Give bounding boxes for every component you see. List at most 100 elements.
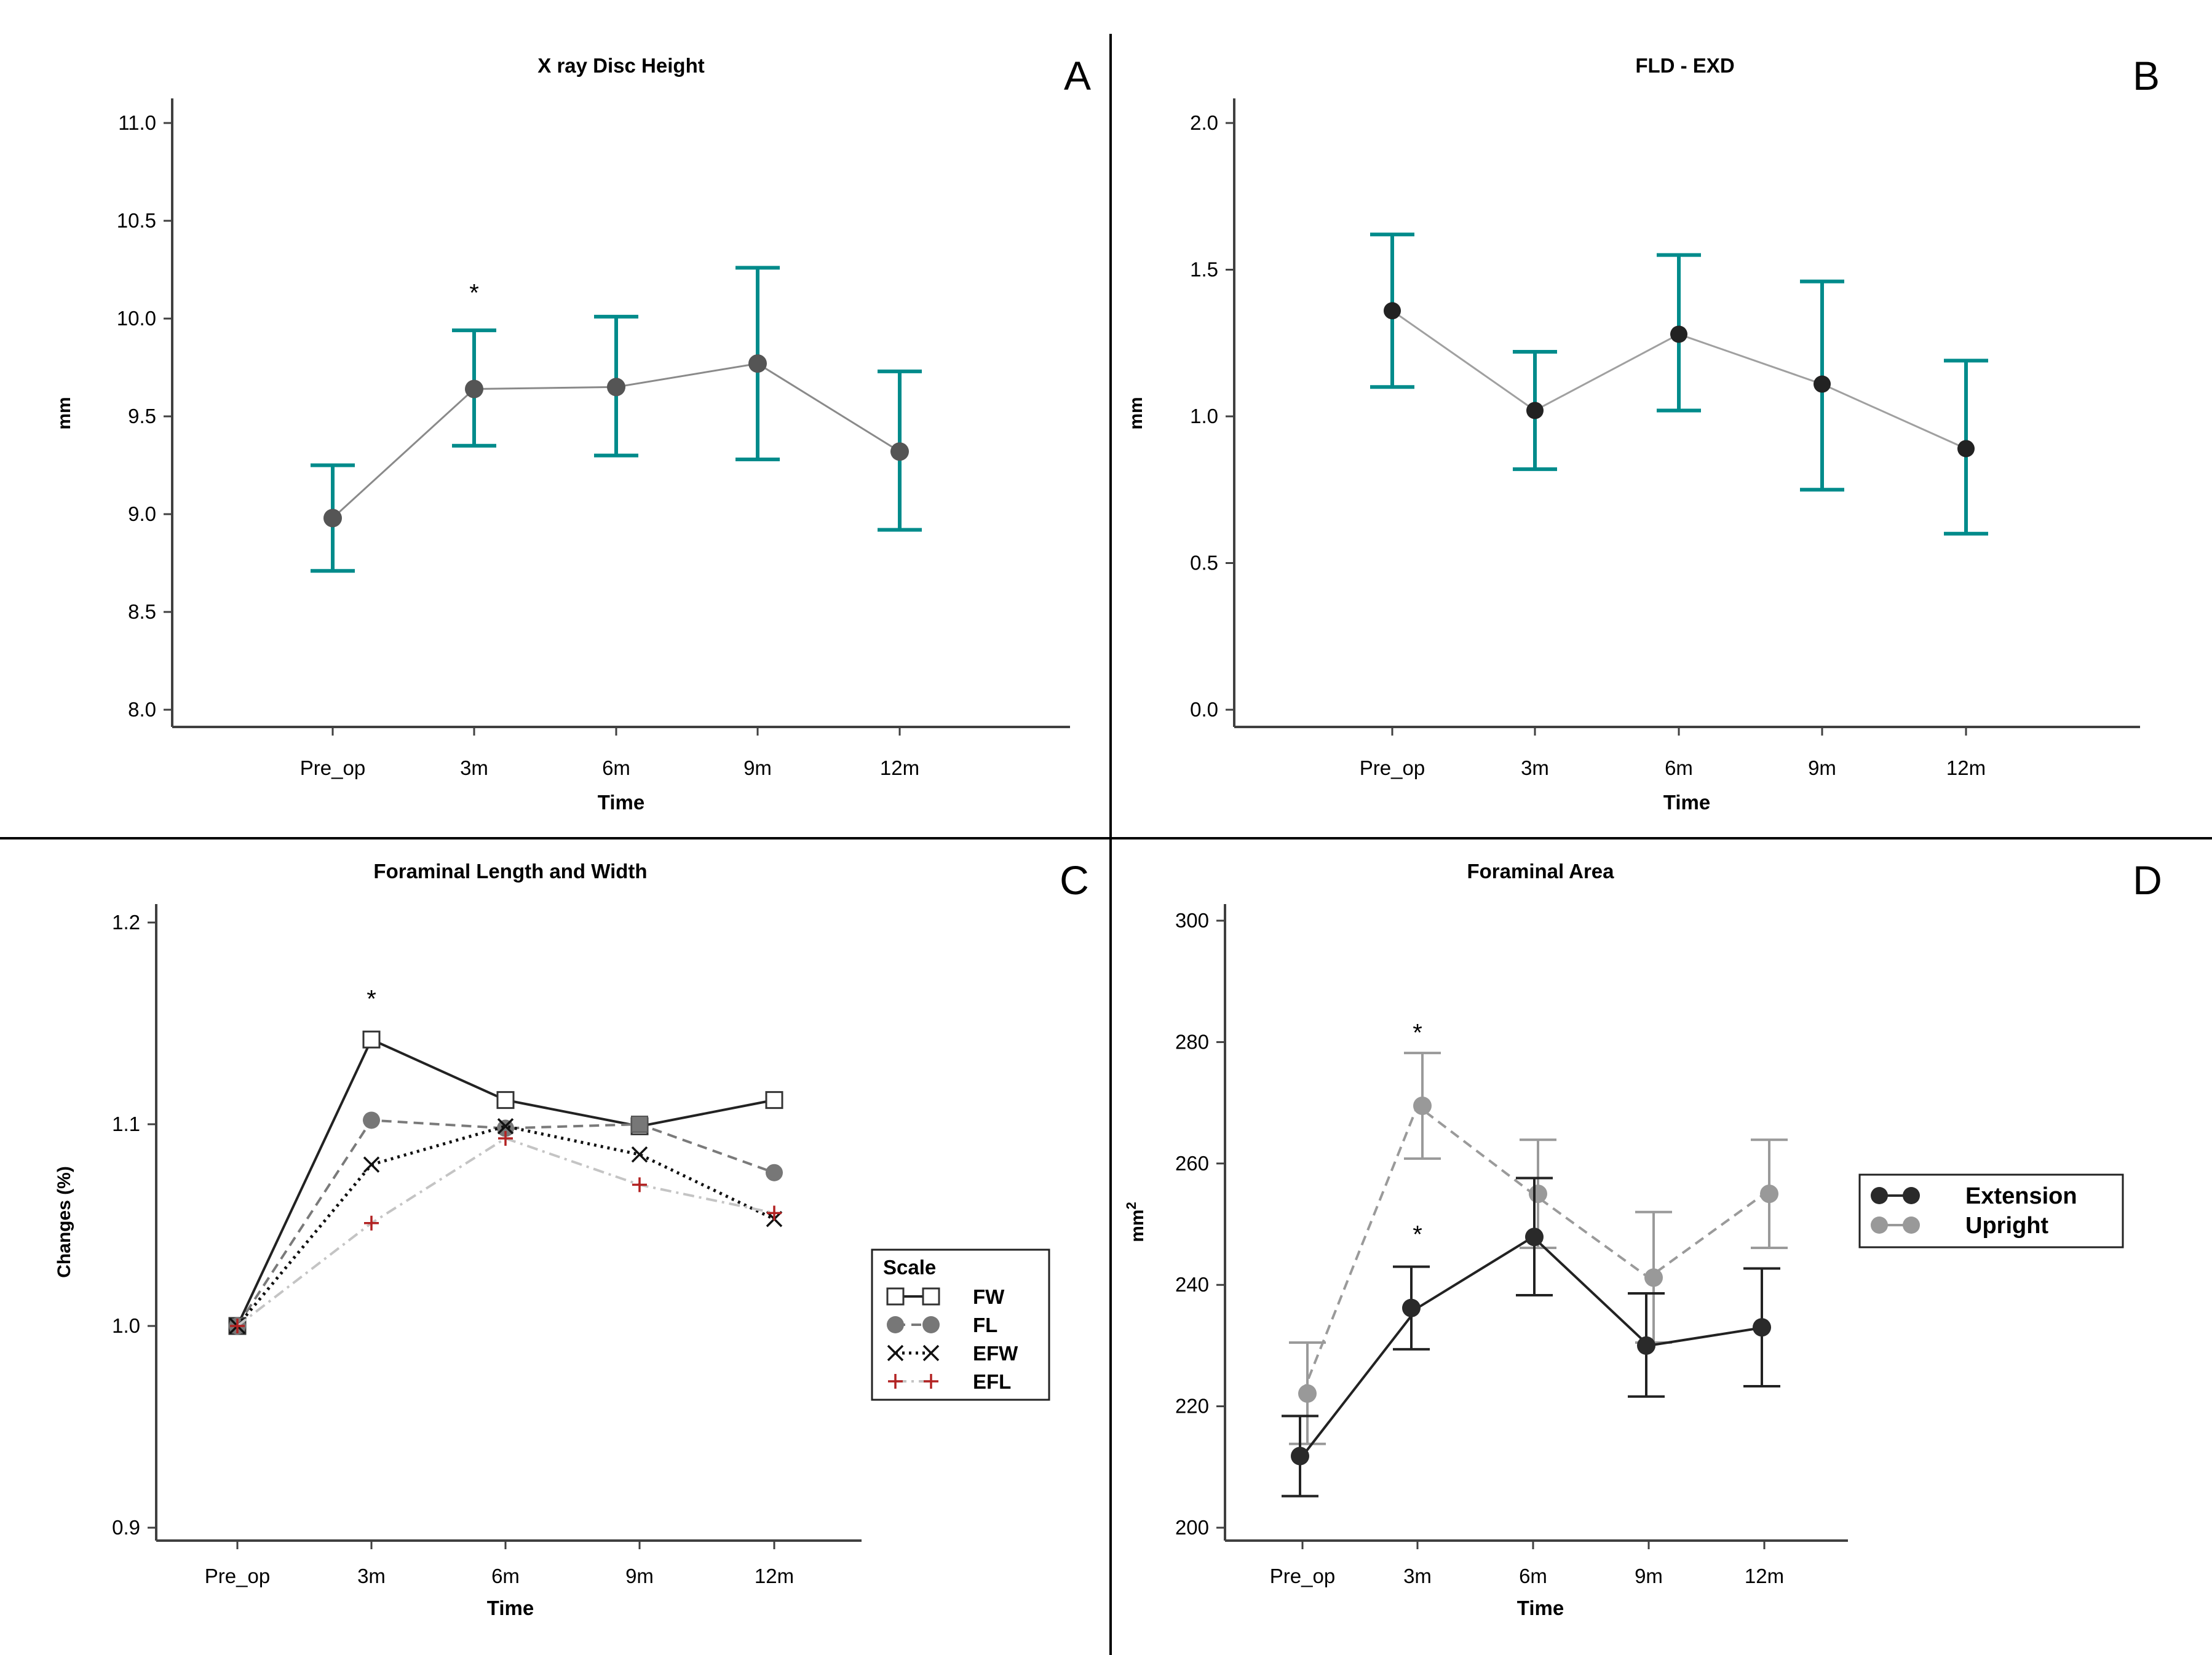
data-point-a (323, 509, 342, 528)
legend-d: Extension Upright (1858, 1173, 2124, 1248)
data-point-fw (362, 1030, 381, 1049)
data-point-b (1814, 375, 1831, 393)
data-point-efl (767, 1205, 782, 1221)
data-point-extension (1291, 1447, 1309, 1466)
series-fw (228, 1030, 783, 1335)
annotations-d: ** (1413, 1020, 1422, 1248)
series-line-fl (236, 1119, 775, 1327)
data-point-extension (1637, 1336, 1655, 1355)
axes-d: 200 220 240 260 280 300 Pre_op 3m 6m 9m 12m (1175, 904, 1848, 1587)
panel-d-xlabel: Time (1517, 1597, 1564, 1619)
panel-b-ylabel: mm (1126, 397, 1146, 429)
series-fld-exd (1370, 232, 1988, 536)
panel-c-title: Foraminal Length and Width (373, 860, 647, 883)
axes-b: 0.0 0.5 1.0 1.5 2.0 Pre_op 3m 6m 9m 12m (1190, 98, 2140, 779)
panel-d-ylabel: mm2 (1124, 1202, 1148, 1242)
legend-marker-efl (888, 1374, 903, 1389)
data-point-fw (765, 1091, 783, 1109)
y-tick-label-d: 260 (1175, 1152, 1209, 1175)
axes-c: 0.9 1.0 1.1 1.2 Pre_op 3m 6m 9m 12m (112, 904, 862, 1587)
data-point-upright (1644, 1268, 1663, 1287)
annotations-c: * (367, 985, 376, 1012)
panel-c-ylabel: Changes (%) (54, 1166, 74, 1278)
series-line-efw (236, 1124, 775, 1327)
data-point-a (890, 442, 909, 461)
data-point-a (748, 354, 767, 373)
significance-star: * (1413, 1020, 1422, 1047)
x-tick-label-a: 9m (743, 756, 772, 779)
y-tick-label-c: 1.1 (112, 1113, 140, 1135)
data-point-a (607, 378, 625, 397)
x-tick-label-c: 9m (625, 1565, 654, 1587)
x-tick-label-b: 12m (1946, 756, 1986, 779)
legend-label-efw: EFW (973, 1342, 1018, 1365)
y-tick-label-a: 9.5 (128, 405, 156, 427)
legend-marker-extension (1871, 1187, 1888, 1204)
legend-marker-extension (1903, 1187, 1920, 1204)
data-point-fl (363, 1111, 380, 1129)
y-tick-label-d: 200 (1175, 1516, 1209, 1539)
significance-star: * (367, 985, 376, 1012)
y-tick-label-d: 280 (1175, 1030, 1209, 1053)
y-tick-label-b: 1.5 (1190, 258, 1218, 281)
data-point-extension (1525, 1228, 1544, 1247)
legend-label-upright: Upright (1965, 1213, 2048, 1239)
data-point-extension (1753, 1318, 1771, 1337)
y-tick-label-b: 0.0 (1190, 698, 1218, 721)
significance-star: * (1413, 1221, 1422, 1248)
x-tick-label-d: 3m (1403, 1565, 1432, 1587)
y-tick-label-d: 300 (1175, 909, 1209, 932)
data-point-a (465, 379, 483, 399)
legend-marker-efw (922, 1344, 940, 1362)
legend-label-fw: FW (973, 1285, 1005, 1308)
legend-marker-fl (887, 1316, 904, 1333)
x-tick-label-a: 12m (880, 756, 919, 779)
legend-box-d (1858, 1173, 2124, 1248)
legend-marker-upright (1903, 1216, 1920, 1234)
series-line-efl (236, 1137, 775, 1327)
x-tick-label-d: Pre_op (1270, 1565, 1335, 1587)
legend-marker-upright (1871, 1216, 1888, 1234)
x-tick-label-c: 3m (357, 1565, 386, 1587)
legend-marker-fw (886, 1287, 905, 1306)
data-point-efw (363, 1156, 380, 1173)
panel-c-xlabel: Time (487, 1597, 534, 1619)
x-tick-label-a: 6m (602, 756, 630, 779)
series-efw (229, 1118, 783, 1335)
panel-c: Foraminal Length and Width C Time Change… (54, 857, 1089, 1619)
data-point-upright (1298, 1384, 1317, 1403)
x-tick-label-b: 9m (1808, 756, 1836, 779)
y-tick-label-c: 1.0 (112, 1314, 140, 1337)
panel-b-xlabel: Time (1663, 791, 1710, 814)
data-point-b (1670, 325, 1687, 343)
x-tick-label-d: 6m (1519, 1565, 1547, 1587)
axes-a: 8.0 8.5 9.0 9.5 10.0 10.5 11.0 Pre_op 3m 6m 9m 12m (117, 98, 1070, 779)
y-tick-label-a: 8.0 (128, 698, 156, 721)
y-tick-label-d: 240 (1175, 1273, 1209, 1296)
data-point-fl (766, 1164, 783, 1181)
y-tick-label-d: 220 (1175, 1395, 1209, 1418)
data-point-fw (496, 1091, 515, 1109)
y-tick-label-a: 10.0 (117, 307, 156, 330)
y-tick-label-b: 1.0 (1190, 405, 1218, 427)
panel-a: X ray Disc Height A Time mm (54, 53, 1091, 814)
data-point-efw (497, 1118, 514, 1135)
series-upright (1289, 1052, 1788, 1445)
data-point-b (1957, 440, 1975, 458)
legend-marker-efl (924, 1374, 938, 1389)
x-tick-label-c: 6m (491, 1565, 520, 1587)
legend-title-c: Scale (883, 1256, 936, 1279)
panel-a-ylabel: mm (54, 397, 74, 429)
x-tick-label-c: Pre_op (205, 1565, 270, 1587)
y-tick-label-a: 8.5 (128, 600, 156, 623)
x-tick-label-b: 3m (1521, 756, 1549, 779)
panel-a-title: X ray Disc Height (537, 54, 704, 77)
data-point-efl (230, 1319, 245, 1333)
x-tick-label-a: 3m (460, 756, 488, 779)
x-tick-label-a: Pre_op (300, 756, 365, 779)
y-tick-label-b: 0.5 (1190, 552, 1218, 574)
series-disc-height: * (311, 266, 922, 573)
legend-marker-fw (922, 1287, 940, 1306)
x-tick-label-d: 9m (1635, 1565, 1663, 1587)
series-efl (230, 1130, 782, 1333)
